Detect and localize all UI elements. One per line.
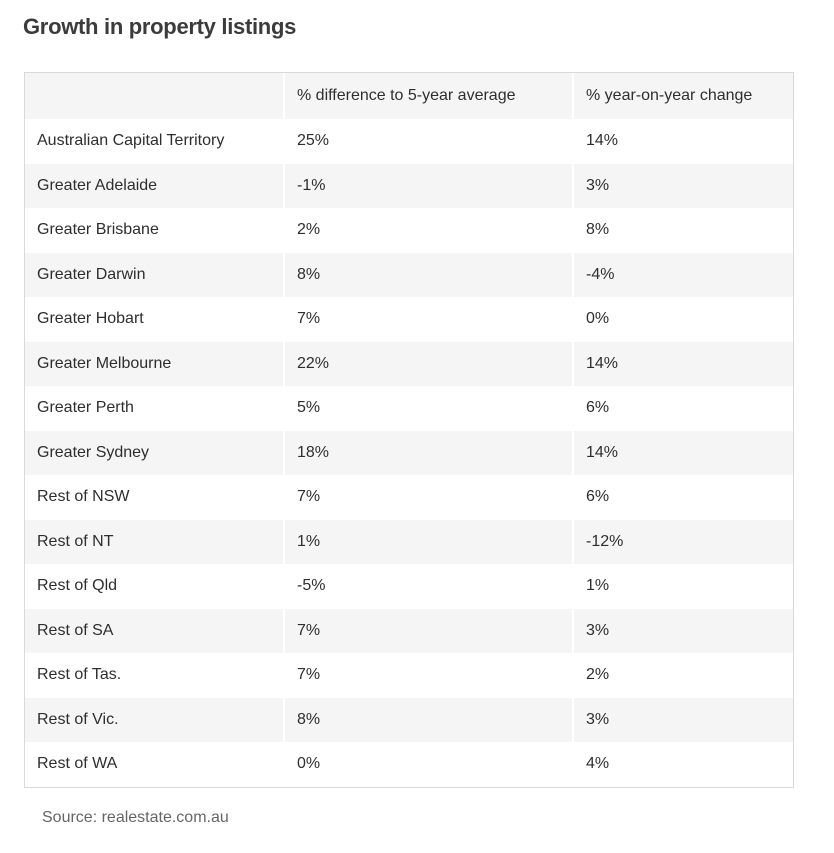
table-row: Australian Capital Territory 25% 14% (25, 119, 793, 164)
table-row: Greater Melbourne 22% 14% (25, 341, 793, 386)
region-cell: Rest of NSW (25, 475, 284, 520)
table-row: Greater Darwin 8% -4% (25, 252, 793, 297)
region-cell: Greater Hobart (25, 297, 284, 342)
diff-5yr-cell: 2% (283, 208, 573, 253)
yoy-cell: 4% (572, 742, 793, 787)
region-cell: Rest of SA (25, 608, 284, 653)
diff-5yr-cell: 0% (283, 742, 573, 787)
diff-5yr-cell: 7% (283, 297, 573, 342)
diff-5yr-cell: 18% (283, 430, 573, 475)
diff-5yr-cell: 22% (283, 341, 573, 386)
table-row: Greater Sydney 18% 14% (25, 430, 793, 475)
diff-5yr-cell: 7% (283, 608, 573, 653)
diff-5yr-cell: 25% (283, 119, 573, 164)
region-cell: Greater Melbourne (25, 341, 284, 386)
yoy-cell: -12% (572, 519, 793, 564)
yoy-cell: 3% (572, 608, 793, 653)
table-row: Greater Adelaide -1% 3% (25, 163, 793, 208)
header-region (25, 73, 284, 119)
header-diff-5yr-avg: % difference to 5-year average (283, 73, 573, 119)
table-row: Rest of SA 7% 3% (25, 608, 793, 653)
region-cell: Greater Darwin (25, 252, 284, 297)
yoy-cell: 2% (572, 653, 793, 698)
header-yoy-change: % year-on-year change (572, 73, 793, 119)
yoy-cell: 6% (572, 475, 793, 520)
region-cell: Greater Adelaide (25, 163, 284, 208)
table-row: Greater Hobart 7% 0% (25, 297, 793, 342)
yoy-cell: 14% (572, 341, 793, 386)
table-row: Rest of WA 0% 4% (25, 742, 793, 787)
table-row: Rest of Vic. 8% 3% (25, 697, 793, 742)
page-title: Growth in property listings (23, 14, 297, 39)
yoy-cell: 3% (572, 697, 793, 742)
yoy-cell: 14% (572, 430, 793, 475)
yoy-cell: 0% (572, 297, 793, 342)
table-row: Rest of Qld -5% 1% (25, 564, 793, 609)
table-header-row: % difference to 5-year average % year-on… (25, 73, 793, 119)
table-row: Rest of Tas. 7% 2% (25, 653, 793, 698)
diff-5yr-cell: 7% (283, 475, 573, 520)
source-caption: Source: realestate.com.au (42, 809, 229, 826)
region-cell: Greater Sydney (25, 430, 284, 475)
table-row: Greater Perth 5% 6% (25, 386, 793, 431)
region-cell: Rest of Vic. (25, 697, 284, 742)
table-row: Rest of NT 1% -12% (25, 519, 793, 564)
region-cell: Rest of Qld (25, 564, 284, 609)
yoy-cell: -4% (572, 252, 793, 297)
yoy-cell: 8% (572, 208, 793, 253)
region-cell: Greater Perth (25, 386, 284, 431)
listings-table: % difference to 5-year average % year-on… (25, 73, 793, 787)
diff-5yr-cell: 8% (283, 252, 573, 297)
diff-5yr-cell: -5% (283, 564, 573, 609)
yoy-cell: 1% (572, 564, 793, 609)
yoy-cell: 3% (572, 163, 793, 208)
yoy-cell: 6% (572, 386, 793, 431)
region-cell: Rest of Tas. (25, 653, 284, 698)
listings-table-container: % difference to 5-year average % year-on… (24, 72, 794, 788)
diff-5yr-cell: -1% (283, 163, 573, 208)
diff-5yr-cell: 7% (283, 653, 573, 698)
region-cell: Australian Capital Territory (25, 119, 284, 164)
table-row: Greater Brisbane 2% 8% (25, 208, 793, 253)
diff-5yr-cell: 1% (283, 519, 573, 564)
yoy-cell: 14% (572, 119, 793, 164)
region-cell: Rest of WA (25, 742, 284, 787)
region-cell: Rest of NT (25, 519, 284, 564)
diff-5yr-cell: 5% (283, 386, 573, 431)
diff-5yr-cell: 8% (283, 697, 573, 742)
region-cell: Greater Brisbane (25, 208, 284, 253)
table-row: Rest of NSW 7% 6% (25, 475, 793, 520)
